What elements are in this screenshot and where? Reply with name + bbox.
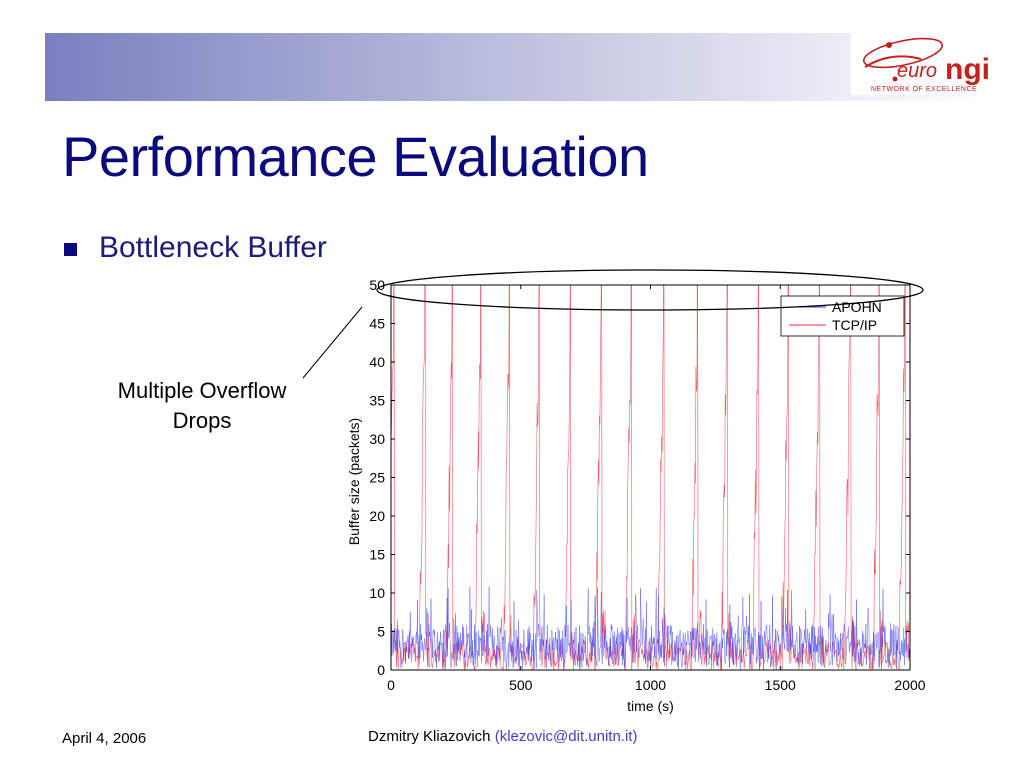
callout-pointer-line bbox=[302, 306, 363, 379]
bullet-text: Bottleneck Buffer bbox=[99, 231, 327, 264]
x-axis-label: time (s) bbox=[627, 698, 674, 714]
x-tick-label: 1000 bbox=[635, 677, 666, 693]
y-tick-label: 0 bbox=[377, 662, 385, 678]
logo-ngi-text: ngi bbox=[945, 53, 990, 86]
y-tick-label: 40 bbox=[369, 354, 385, 370]
y-tick-label: 5 bbox=[377, 624, 385, 640]
y-tick-label: 35 bbox=[369, 393, 385, 409]
y-tick-label: 25 bbox=[369, 470, 385, 486]
y-tick-label: 20 bbox=[369, 508, 385, 524]
legend-text-apohn: APOHN bbox=[832, 299, 882, 315]
y-tick-label: 10 bbox=[369, 585, 385, 601]
x-tick-label: 2000 bbox=[894, 677, 925, 693]
legend-text-tcpip: TCP/IP bbox=[832, 317, 877, 333]
legend: APOHN TCP/IP bbox=[780, 295, 905, 337]
callout-line-1: Multiple Overflow bbox=[117, 378, 287, 403]
x-tick-label: 0 bbox=[387, 677, 395, 693]
callout-text: Multiple Overflow Drops bbox=[92, 376, 312, 436]
bullet-square-icon bbox=[64, 243, 77, 256]
series-apohn-line bbox=[390, 586, 911, 671]
legend-box bbox=[780, 295, 905, 337]
overflow-highlight-ellipse bbox=[376, 269, 924, 311]
footer-date: April 4, 2006 bbox=[62, 730, 147, 747]
y-axis-label: Buffer size (packets) bbox=[346, 418, 362, 545]
y-tick-label: 50 bbox=[369, 277, 385, 293]
plot-background bbox=[391, 285, 910, 670]
footer-author: Dzmitry Kliazovich (klezovic@dit.unitn.i… bbox=[368, 728, 637, 745]
x-tick-label: 1500 bbox=[765, 677, 796, 693]
logo-tagline: NETWORK OF EXCELLENCE bbox=[871, 86, 977, 93]
y-tick-label: 45 bbox=[369, 316, 385, 332]
eurongi-logo: euro ngi NETWORK OF EXCELLENCE bbox=[851, 33, 1010, 95]
footer-author-name: Dzmitry Kliazovich bbox=[368, 728, 491, 745]
plot-area bbox=[391, 285, 910, 670]
logo-euro-text: euro bbox=[897, 60, 937, 82]
x-tick-label: 500 bbox=[509, 677, 533, 693]
y-tick-label: 15 bbox=[369, 547, 385, 563]
header-band bbox=[45, 33, 980, 101]
footer-email-link[interactable]: (klezovic@dit.unitn.it) bbox=[494, 728, 638, 745]
callout-line-2: Drops bbox=[172, 408, 232, 433]
eurongi-logo-mark: euro ngi NETWORK OF EXCELLENCE bbox=[862, 37, 990, 93]
series-apohn bbox=[390, 586, 911, 671]
y-tick-label: 30 bbox=[369, 431, 385, 447]
slide-title: Performance Evaluation bbox=[62, 125, 649, 188]
